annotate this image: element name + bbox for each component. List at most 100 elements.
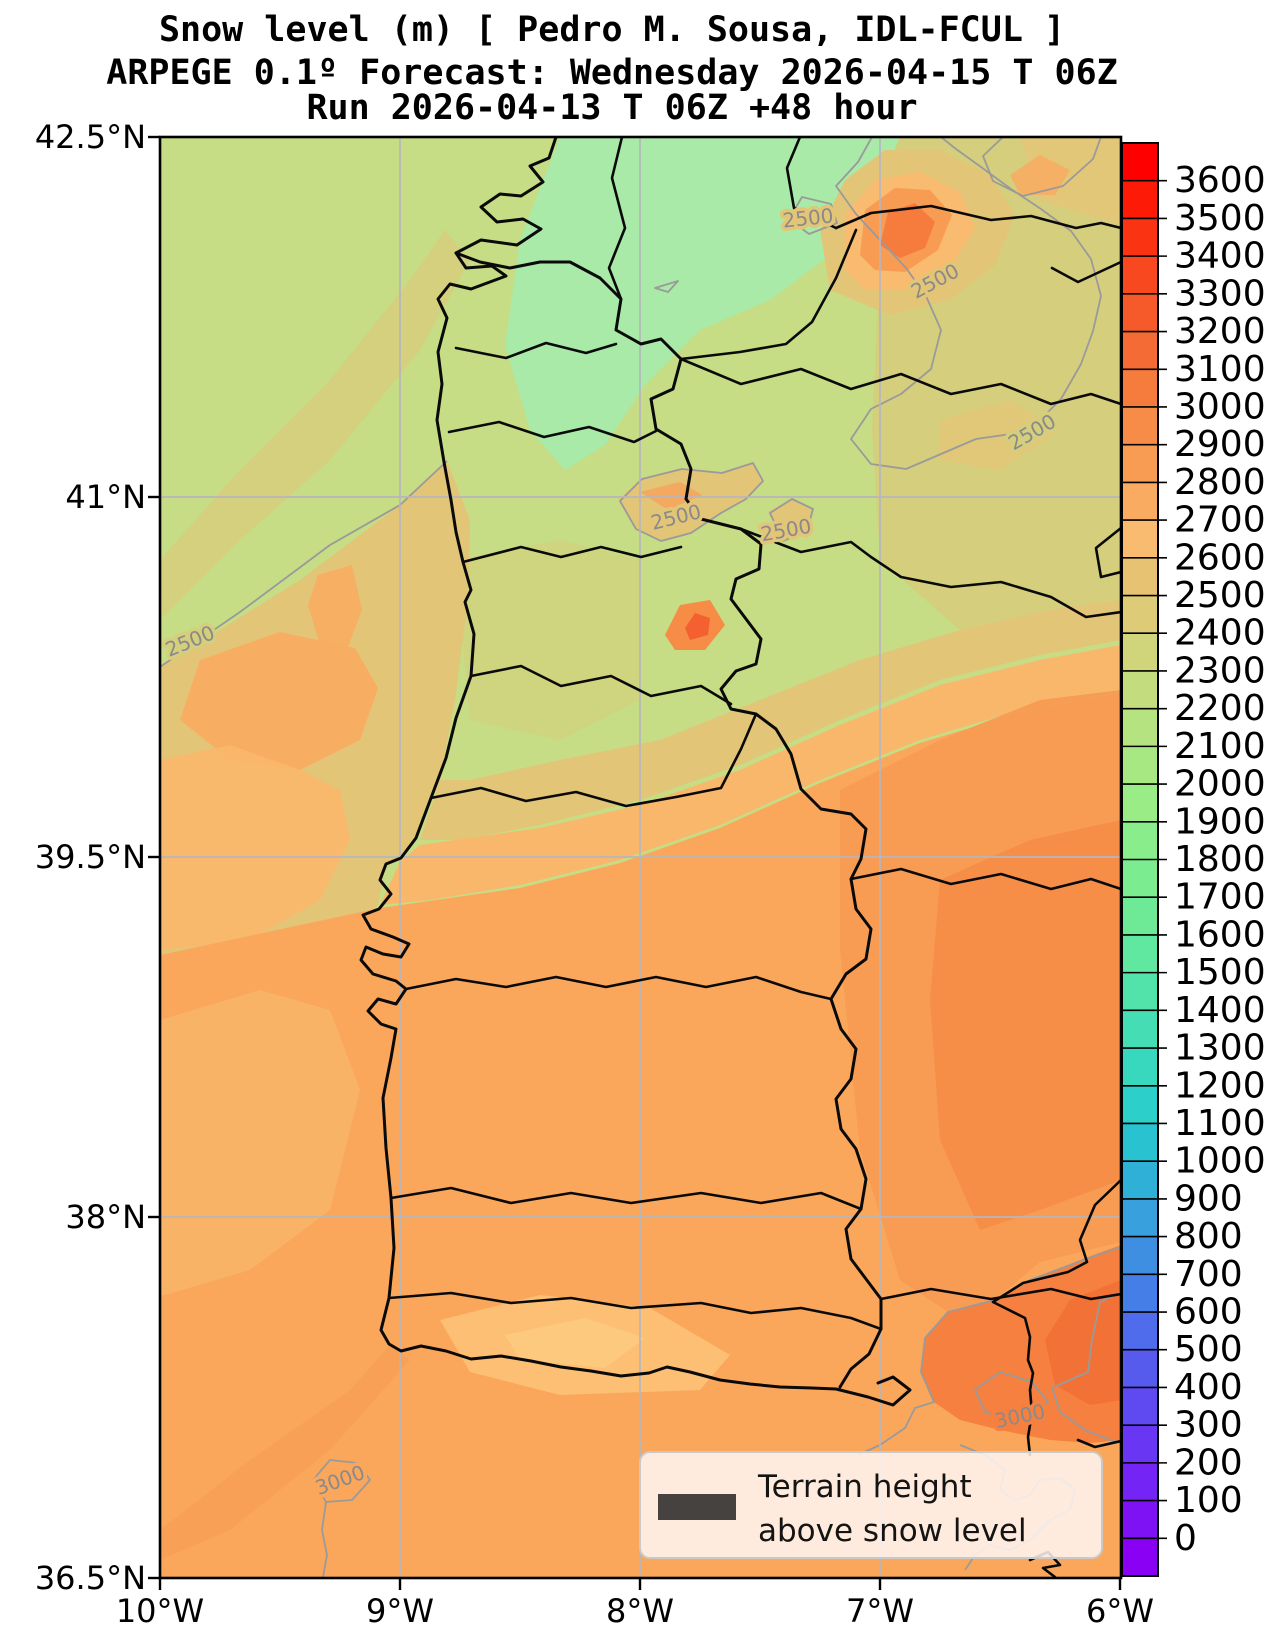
colorbar-segment (1122, 520, 1158, 559)
admin-boundary (1076, 1438, 1121, 1449)
admin-boundary (461, 545, 683, 564)
fill-region (160, 990, 360, 1295)
admin-boundary (679, 228, 858, 361)
colorbar-tick-label: 2100 (1174, 726, 1266, 767)
fill-region (930, 820, 1121, 1230)
colorbar-tick-label: 1300 (1174, 1028, 1266, 1069)
colorbar-tick-label: 3400 (1174, 236, 1266, 277)
fill-region (160, 745, 350, 950)
fill-region (160, 230, 470, 620)
colorbar-segment (1122, 633, 1158, 672)
colorbar-segment (1122, 1387, 1158, 1426)
colorbar-tick-label: 1700 (1174, 877, 1266, 918)
colorbar-segment (1122, 746, 1158, 785)
colorbar-tick-label: 100 (1174, 1480, 1243, 1521)
colorbar-segment (1122, 821, 1158, 861)
colorbar-tick-label: 3500 (1174, 198, 1266, 239)
colorbar-segment (1122, 972, 1158, 1011)
colorbar-tick-label: 3000 (1174, 386, 1266, 427)
colorbar-tick-label: 2500 (1174, 575, 1266, 616)
y-tick-label: 39.5°N (35, 838, 146, 876)
colorbar-tick-label: 2200 (1174, 688, 1266, 729)
colorbar-tick-label: 1000 (1174, 1141, 1266, 1182)
contour-line-2500 (654, 280, 679, 293)
colorbar-tick-label: 700 (1174, 1254, 1243, 1295)
colorbar-tick-label: 2300 (1174, 650, 1266, 691)
colorbar-tick-label: 800 (1174, 1216, 1243, 1257)
fill-region (880, 203, 935, 258)
colorbar-tick-label: 1500 (1174, 952, 1266, 993)
colorbar-segment (1122, 218, 1158, 257)
graticule-layer (160, 137, 1121, 1578)
colorbar-tick-label: 2900 (1174, 424, 1266, 465)
axis-tick-layer: 42.5°N 41°N 39.5°N 38°N 36.5°N10°W 9°W 8°W 7°W 6… (35, 118, 1154, 1630)
colorbar-segment (1122, 1161, 1158, 1200)
admin-boundary (849, 867, 1121, 891)
contour-line-2500 (160, 460, 448, 668)
colorbar-segment (1122, 143, 1158, 182)
admin-boundary (785, 137, 838, 230)
colorbar-segment (1122, 1010, 1158, 1049)
admin-boundary (429, 712, 758, 808)
legend-label-line-2: above snow level (758, 1513, 1027, 1549)
contour-label: 2500 (781, 203, 834, 232)
colorbar-segment (1122, 708, 1158, 747)
boundary-layer (359, 137, 1121, 1578)
coastline-path (359, 137, 912, 1407)
colorbar-tick-label: 600 (1174, 1292, 1243, 1333)
colorbar-segment (1122, 1274, 1158, 1313)
colorbar-tick-label: 2800 (1174, 462, 1266, 503)
colorbar-tick-label: 300 (1174, 1405, 1243, 1446)
contour-line-river (321, 1501, 328, 1578)
colorbar-segment (1122, 1462, 1158, 1502)
colorbar-segment (1122, 1236, 1158, 1275)
colorbar-tick-label: 1400 (1174, 990, 1266, 1031)
title-line-3: Run 2026-04-13 T 06Z +48 hour (306, 88, 917, 128)
y-tick-label: 42.5°N (35, 118, 146, 156)
colorbar-tick-label: 3300 (1174, 273, 1266, 314)
x-tick-label: 7°W (846, 1592, 914, 1630)
fill-region (455, 540, 640, 740)
colorbar-segment (1122, 482, 1158, 521)
admin-boundary (469, 664, 733, 706)
contour-line-3000 (857, 1246, 1121, 1456)
colorbar-segment (1122, 670, 1158, 710)
colorbar-segment (1122, 1312, 1158, 1351)
y-tick-label: 36.5°N (35, 1559, 146, 1597)
x-tick-label: 6°W (1086, 1592, 1154, 1630)
legend-box (639, 1451, 1103, 1559)
colorbar-segment (1122, 859, 1158, 898)
colorbar-segment (1122, 444, 1158, 483)
admin-boundary (387, 1291, 883, 1331)
admin-boundary (607, 137, 627, 301)
colorbar-segment (1122, 180, 1158, 220)
colorbar: 3600350034003300320031003000290028002700… (1121, 142, 1266, 1577)
colorbar-segment (1122, 1425, 1158, 1464)
legend-swatch (658, 1494, 736, 1520)
x-tick-label: 9°W (366, 1592, 434, 1630)
colorbar-segment (1122, 331, 1158, 370)
colorbar-tick-label: 500 (1174, 1329, 1243, 1370)
admin-boundary (1050, 260, 1121, 284)
title-line-1: Snow level (m) [ Pedro M. Sousa, IDL-FCU… (159, 10, 1065, 50)
colorbar-tick-label: 1200 (1174, 1065, 1266, 1106)
admin-boundary (679, 357, 1121, 406)
colorbar-segment (1122, 934, 1158, 974)
legend-label-line-1: Terrain height (757, 1469, 972, 1505)
x-tick-label: 10°W (116, 1592, 204, 1630)
contour-line-2500 (788, 196, 838, 235)
admin-boundary (1094, 526, 1121, 579)
fill-region (685, 613, 710, 640)
admin-boundary (404, 975, 833, 1001)
admin-boundary-group (387, 137, 1121, 1578)
colorbar-segment (1122, 256, 1158, 295)
colorbar-tick-label: 1800 (1174, 839, 1266, 880)
fill-region (380, 645, 1121, 905)
legend: Terrain height above snow level (639, 1451, 1103, 1559)
contour-line-2500 (982, 137, 1102, 197)
colorbar-tick-label: 2000 (1174, 764, 1266, 805)
colorbar-segment (1122, 557, 1158, 597)
contour-line-2500 (769, 498, 814, 542)
